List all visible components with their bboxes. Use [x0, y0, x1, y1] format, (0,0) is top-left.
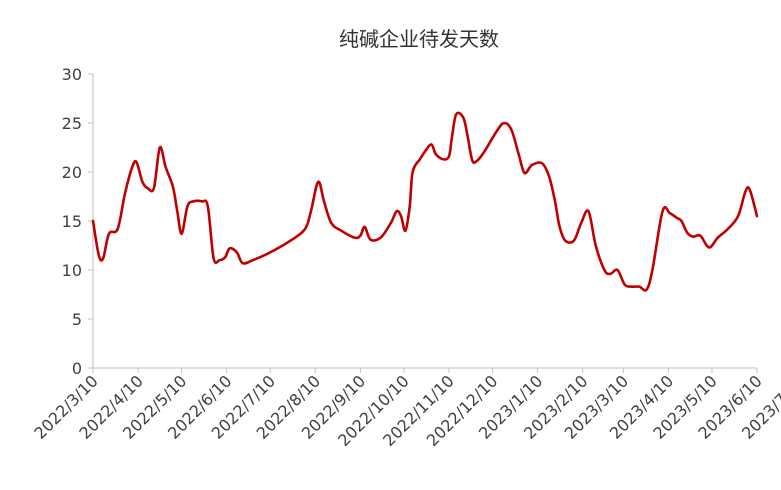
- y-tick-label: 30: [62, 65, 82, 84]
- y-tick-label: 5: [72, 310, 82, 329]
- chart-title: 纯碱企业待发天数: [339, 27, 499, 51]
- y-tick-label: 25: [62, 114, 82, 133]
- series-group: [91, 111, 759, 292]
- series-line-0: [91, 111, 759, 292]
- y-axis-ticks: 0 5 10 15 20 25 30: [62, 65, 93, 378]
- y-tick-label: 20: [62, 163, 82, 182]
- x-axis-ticks: 2022/3/102022/4/102022/5/102022/6/102022…: [30, 368, 781, 450]
- y-tick-label: 0: [72, 359, 82, 378]
- axes: [92, 74, 757, 369]
- y-tick-label: 10: [62, 261, 82, 280]
- y-tick-label: 15: [62, 212, 82, 231]
